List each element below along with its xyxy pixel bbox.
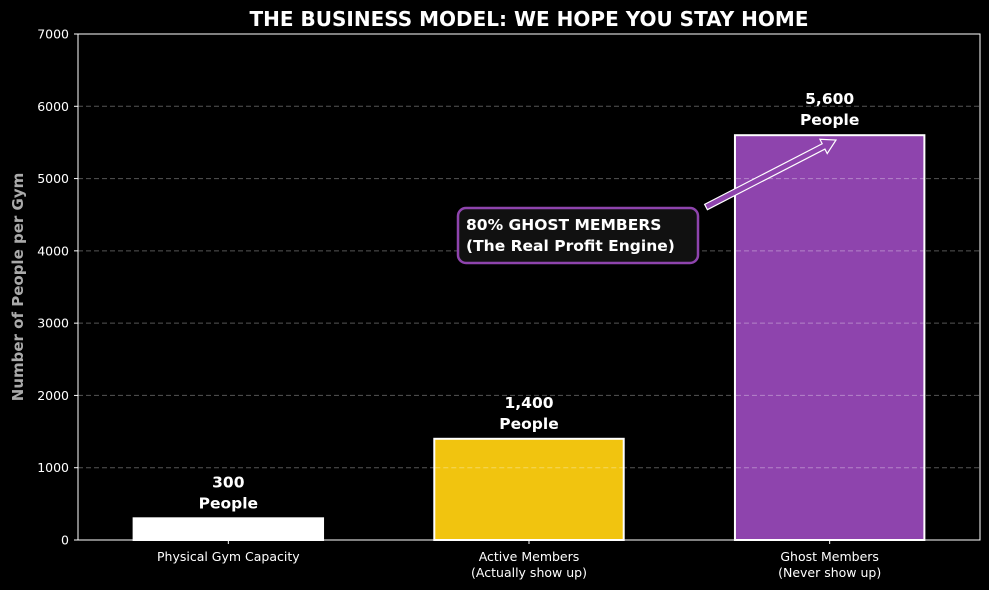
chart-title: THE BUSINESS MODEL: WE HOPE YOU STAY HOM…: [250, 7, 809, 31]
x-tick-label: (Never show up): [778, 565, 881, 580]
bar-1: [433, 437, 625, 541]
bar-0: [132, 517, 325, 541]
x-tick-label: (Actually show up): [471, 565, 587, 580]
bar-value-label: 5,600: [805, 90, 854, 108]
y-tick-label: 5000: [37, 171, 69, 186]
y-tick-label: 3000: [37, 316, 69, 331]
y-tick-label: 2000: [37, 388, 69, 403]
bar-unit-label: People: [199, 494, 258, 512]
bar-value-label: 300: [212, 473, 245, 491]
bar-unit-label: People: [800, 111, 859, 129]
bar-2: [733, 134, 926, 541]
bar-unit-label: People: [499, 415, 558, 433]
annotation-arrow: [703, 138, 838, 211]
annotation-line-1: 80% GHOST MEMBERS: [466, 216, 661, 234]
annotation-line-2: (The Real Profit Engine): [466, 237, 675, 255]
y-tick-label: 6000: [37, 99, 69, 114]
annotation-box: [456, 206, 700, 265]
x-tick-label: Physical Gym Capacity: [157, 549, 300, 564]
bar-value-label: 1,400: [504, 394, 553, 412]
y-axis-label: Number of People per Gym: [9, 173, 27, 401]
y-tick-label: 1000: [37, 460, 69, 475]
y-tick-label: 0: [61, 533, 69, 548]
x-tick-label: Active Members: [479, 549, 580, 564]
y-tick-label: 7000: [37, 27, 69, 42]
x-tick-label: Ghost Members: [780, 549, 879, 564]
y-tick-label: 4000: [37, 243, 69, 258]
